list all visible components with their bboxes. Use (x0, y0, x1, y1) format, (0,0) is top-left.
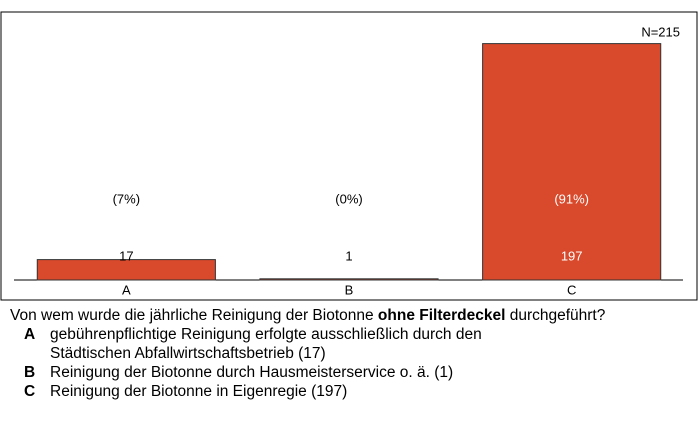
legend-item: B Reinigung der Biotonne durch Hausmeiste… (24, 363, 688, 382)
x-tick-label: B (345, 282, 354, 297)
n-label: N=215 (641, 24, 680, 39)
question-text: durchgeführt? (505, 307, 606, 324)
value-label: 197 (561, 248, 583, 263)
legend: Von wem wurde die jährliche Reinigung de… (8, 306, 688, 401)
legend-text: gebührenpflichtige Reinigung erfolgte au… (50, 326, 482, 362)
legend-text: Reinigung der Biotonne durch Hausmeister… (50, 364, 454, 381)
legend-item: C Reinigung der Biotonne in Eigenregie (1… (24, 382, 688, 401)
legend-key: A (24, 326, 36, 343)
percent-label: (91%) (554, 191, 589, 206)
value-label: 17 (119, 248, 133, 263)
question: Von wem wurde die jährliche Reinigung de… (10, 306, 650, 325)
x-tick-label: A (122, 282, 131, 297)
question-bold: ohne Filterdeckel (377, 307, 506, 324)
question-text: Von wem wurde die jährliche Reinigung de… (10, 307, 378, 324)
legend-text: Reinigung der Biotonne in Eigenregie (19… (50, 383, 348, 400)
value-label: 1 (345, 248, 352, 263)
bar (36, 259, 216, 281)
percent-label: (7%) (113, 191, 140, 206)
legend-key: B (24, 364, 36, 381)
bar (482, 43, 662, 281)
bar (259, 278, 439, 281)
legend-key: C (24, 383, 36, 400)
percent-label: (0%) (335, 191, 362, 206)
x-tick-label: C (567, 282, 576, 297)
